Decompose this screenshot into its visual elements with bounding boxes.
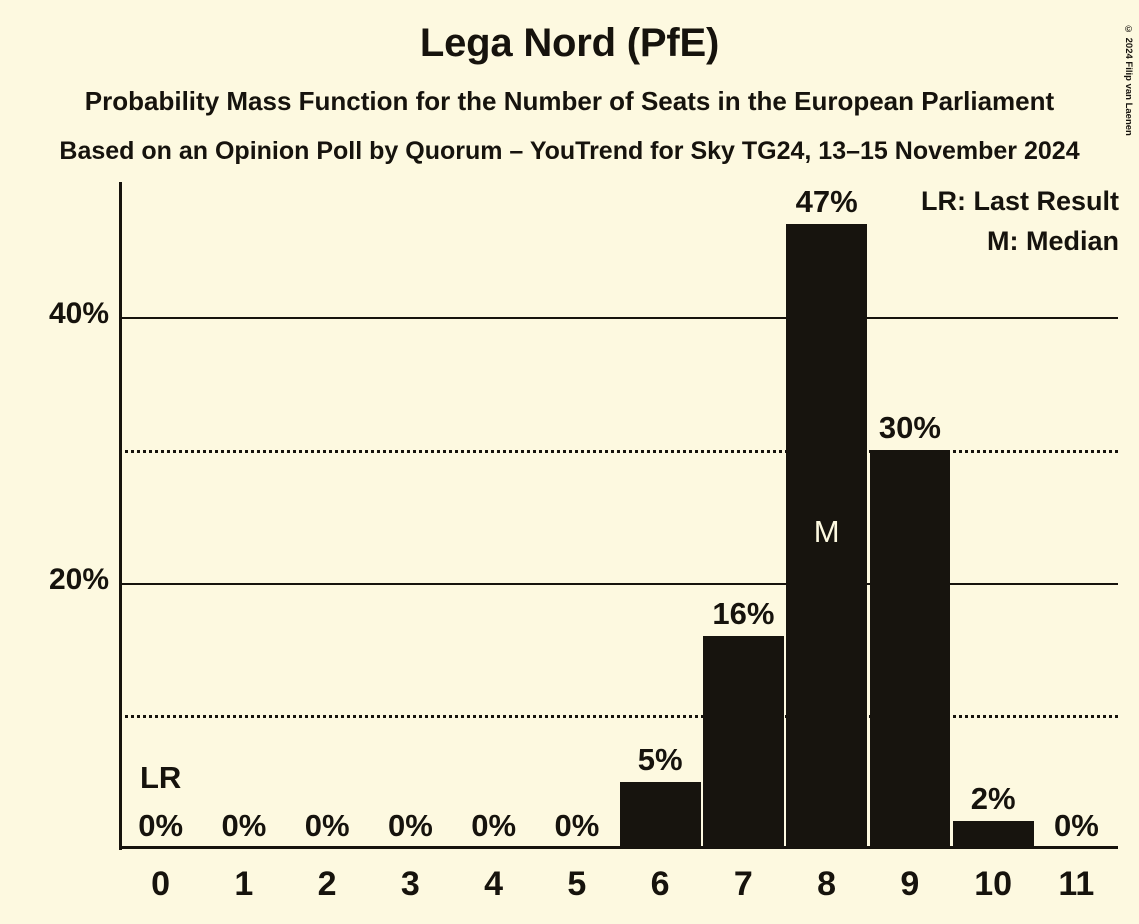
chart-source-line: Based on an Opinion Poll by Quorum – You… — [59, 137, 1080, 165]
gridline-20pct — [119, 582, 1118, 585]
y-tick-label-20pct: 20% — [48, 562, 109, 596]
legend-median: M: Median — [987, 226, 1119, 256]
gridline-10pct — [119, 715, 1118, 719]
bar-seat-6[interactable] — [619, 781, 701, 848]
x-tick-label-11: 11 — [1058, 865, 1095, 903]
gridline-30pct — [119, 449, 1118, 453]
bar-seat-7[interactable] — [703, 635, 784, 848]
x-tick-label-1: 1 — [234, 865, 254, 903]
y-tick-label-40pct: 40% — [48, 297, 109, 331]
x-tick-label-5: 5 — [567, 865, 587, 903]
x-axis-line — [119, 846, 1118, 849]
chart-subtitle: Probability Mass Function for the Number… — [84, 86, 1055, 116]
bar-value-label-seat-8: 47% — [795, 184, 858, 220]
bar-seat-9[interactable] — [869, 449, 951, 848]
bar-value-label-seat-6: 5% — [637, 741, 683, 777]
bar-seat-10[interactable] — [952, 821, 1034, 848]
bar-value-label-seat-5: 0% — [554, 808, 600, 843]
x-tick-label-6: 6 — [650, 865, 670, 903]
x-tick-label-0: 0 — [151, 865, 171, 903]
bar-value-label-seat-2: 0% — [304, 808, 350, 843]
median-marker: M — [813, 514, 840, 550]
x-tick-label-3: 3 — [400, 865, 420, 903]
x-tick-label-4: 4 — [484, 865, 504, 903]
legend-last-result: LR: Last Result — [920, 186, 1119, 216]
x-tick-label-2: 2 — [317, 865, 337, 903]
plot-area — [119, 182, 1118, 848]
gridline-40pct — [119, 317, 1118, 320]
bar-value-label-seat-11: 0% — [1053, 808, 1099, 843]
bar-value-label-seat-4: 0% — [471, 808, 517, 843]
bar-value-label-seat-9: 30% — [878, 409, 941, 445]
x-tick-label-8: 8 — [817, 865, 837, 903]
y-axis-line — [119, 182, 122, 850]
copyright-notice: © 2024 Filip van Laenen — [1123, 24, 1134, 136]
x-tick-label-7: 7 — [733, 865, 753, 903]
last-result-marker: LR — [139, 760, 182, 795]
x-tick-label-10: 10 — [974, 865, 1013, 903]
bar-value-label-seat-0: 0% — [138, 808, 184, 843]
bar-seat-8[interactable] — [786, 224, 867, 848]
x-tick-label-9: 9 — [900, 865, 920, 903]
bar-value-label-seat-3: 0% — [387, 808, 433, 843]
bar-value-label-seat-10: 2% — [970, 781, 1016, 817]
page-title: Lega Nord (PfE) — [419, 21, 720, 65]
bar-value-label-seat-1: 0% — [221, 808, 267, 843]
bar-value-label-seat-7: 16% — [712, 595, 775, 631]
